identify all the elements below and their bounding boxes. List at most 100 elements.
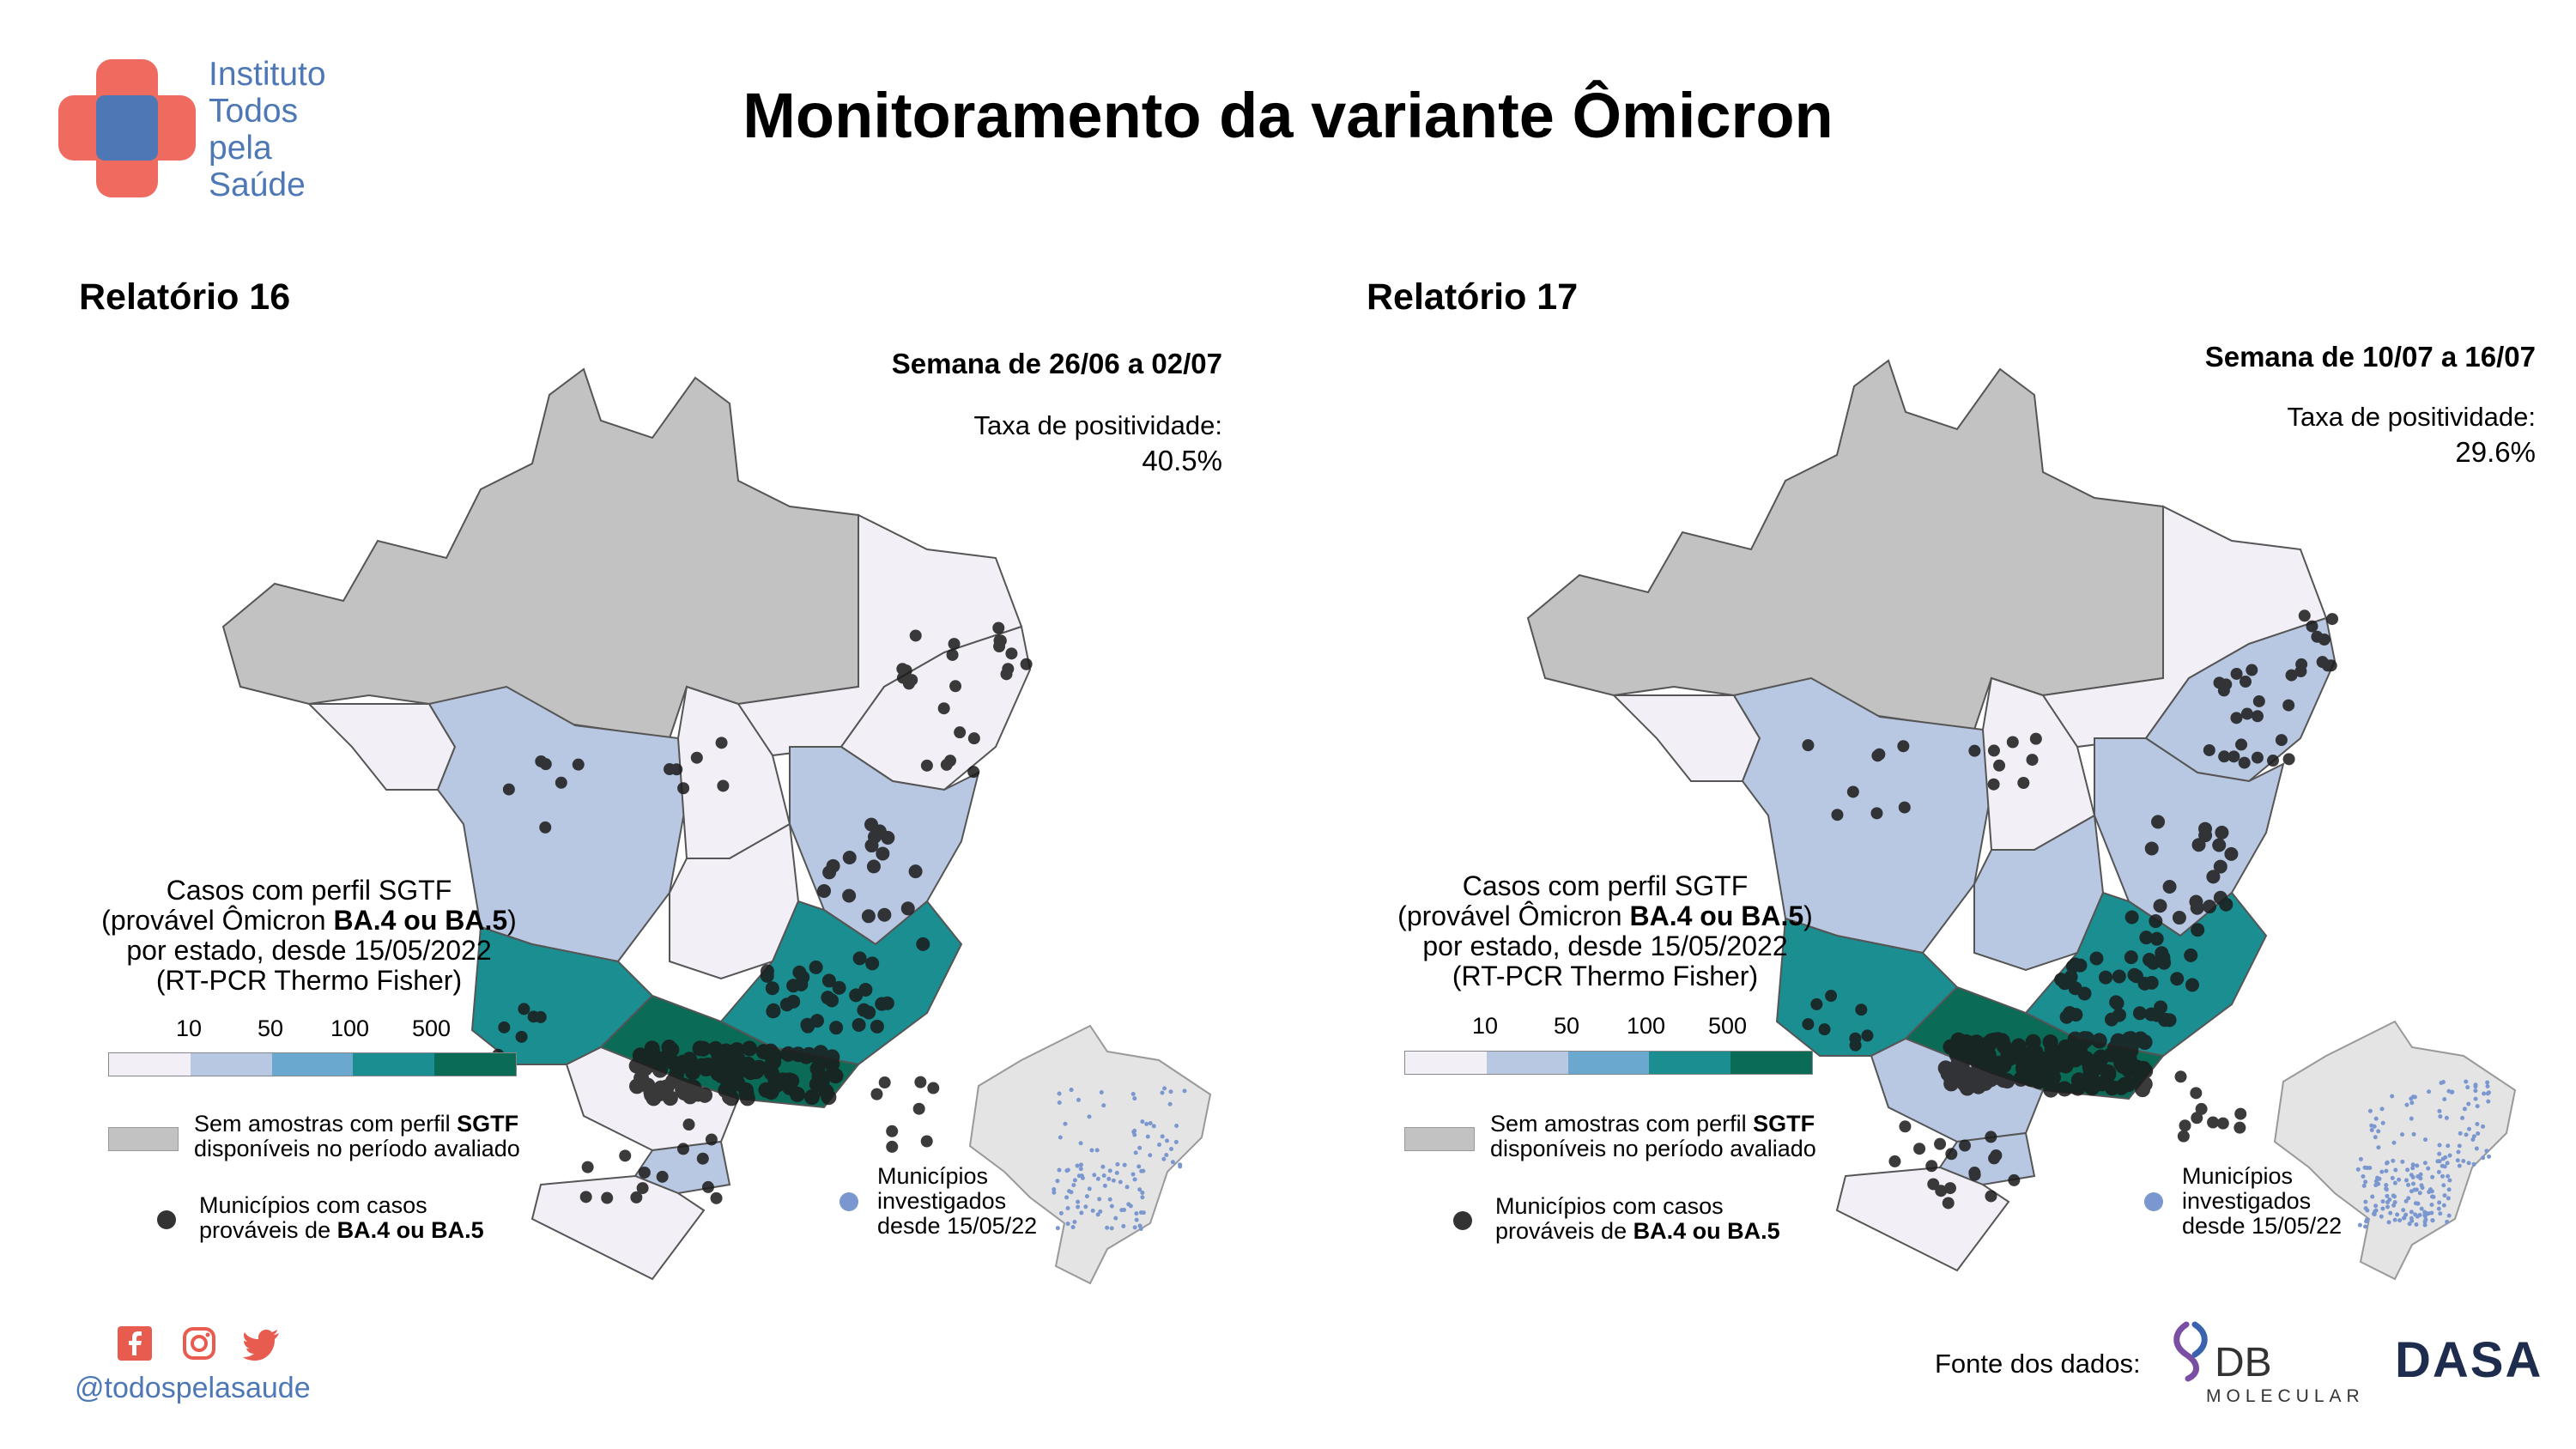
municipality-dot: [2365, 1166, 2370, 1171]
municipality-dot: [2361, 1173, 2366, 1179]
municipality-dot: [2473, 1084, 2478, 1089]
municipality-dot: [1955, 1064, 1971, 1081]
municipality-dot: [2318, 633, 2331, 646]
municipality-dot: [865, 956, 880, 971]
municipality-dot: [682, 1058, 699, 1074]
municipality-dot: [1182, 1088, 1187, 1094]
municipality-dot: [2008, 1173, 2021, 1186]
municipality-dot: [870, 1088, 883, 1100]
municipality-dot: [1100, 1164, 1106, 1169]
municipality-dot: [2430, 1194, 2435, 1199]
municipality-dot: [811, 1069, 827, 1085]
municipality-dot: [900, 664, 912, 677]
municipality-dot: [1174, 1123, 1179, 1128]
municipality-dot: [705, 1133, 718, 1146]
municipality-dot: [1133, 1150, 1138, 1155]
municipality-dot: [912, 1102, 925, 1115]
municipality-dot: [1122, 1207, 1127, 1212]
municipality-dot: [2370, 1194, 2375, 1199]
municipality-dot: [1118, 1179, 1123, 1185]
municipality-dot: [1132, 1096, 1137, 1101]
municipality-dot: [1084, 1194, 1089, 1199]
municipality-dot: [2417, 1191, 2422, 1196]
week-label-17: Semana de 10/07 a 16/07: [2204, 341, 2536, 373]
municipality-dot: [2410, 1166, 2415, 1171]
municipality-dot: [2124, 950, 2138, 965]
municipality-dot: [2386, 1220, 2391, 1225]
municipality-dot: [1087, 1186, 1092, 1191]
municipality-dot: [826, 858, 840, 873]
municipality-dot: [2246, 664, 2258, 676]
municipality-dot: [630, 1191, 643, 1203]
instagram-icon[interactable]: [182, 1326, 216, 1361]
municipality-dot: [2461, 1158, 2466, 1163]
municipality-dot: [2466, 1101, 2471, 1106]
municipality-dot: [1124, 1185, 1130, 1190]
municipality-dot: [2447, 1178, 2452, 1183]
municipality-dot: [1002, 663, 1015, 676]
municipality-dot: [1855, 1003, 1868, 1016]
municipality-dot: [2093, 1049, 2109, 1065]
municipality-dot: [967, 732, 980, 745]
municipality-dot: [2058, 1058, 2074, 1074]
municipality-dot: [1057, 1167, 1062, 1173]
municipality-dot: [948, 638, 961, 651]
municipality-dot: [2413, 1201, 2418, 1206]
municipality-dot: [825, 1065, 841, 1082]
municipality-dot: [555, 776, 567, 789]
twitter-icon[interactable]: [243, 1328, 281, 1362]
municipality-dot: [2029, 732, 2042, 745]
social-handle[interactable]: @todospelasaude: [75, 1372, 311, 1404]
municipality-dot: [2457, 1163, 2462, 1168]
municipality-dot: [852, 1017, 866, 1032]
municipality-dot: [1087, 1114, 1092, 1119]
municipality-dot: [1144, 1121, 1149, 1126]
municipality-dot: [2418, 1176, 2423, 1181]
municipality-dot: [909, 629, 922, 642]
municipality-dot: [1987, 778, 2000, 791]
municipality-dot: [1069, 1088, 1074, 1093]
municipality-dot: [2294, 665, 2307, 678]
municipality-dot: [2363, 1199, 2368, 1204]
municipality-dot: [715, 737, 728, 749]
municipality-dot: [2219, 897, 2234, 912]
municipality-dot: [2207, 1116, 2220, 1129]
logo-cross-icon: [58, 59, 196, 197]
color-scale-17: [1404, 1051, 1813, 1075]
municipality-dot: [2172, 911, 2186, 925]
municipality-dot: [2391, 1193, 2396, 1198]
municipality-dot: [1065, 1167, 1070, 1173]
municipality-dot: [765, 981, 779, 996]
municipality-dot: [2230, 667, 2243, 680]
state-bahia: [789, 746, 980, 946]
municipality-dot: [2213, 859, 2227, 874]
municipality-dot: [2364, 1219, 2369, 1224]
municipality-dot: [2191, 1112, 2203, 1125]
municipality-dot: [1130, 1172, 1136, 1177]
municipality-dot: [1057, 1100, 1062, 1106]
municipality-dot: [2179, 1119, 2191, 1132]
municipality-dot: [2482, 1091, 2487, 1096]
municipality-dot: [1057, 1091, 1062, 1096]
municipality-dot: [2400, 1132, 2405, 1137]
municipality-dot: [1058, 1135, 1063, 1140]
municipality-dot: [2100, 1064, 2117, 1081]
municipality-dot: [858, 982, 873, 997]
municipality-dot: [639, 1077, 656, 1094]
municipality-dot: [866, 859, 881, 874]
municipality-dot: [2422, 1222, 2428, 1228]
municipality-dot: [2471, 1134, 2476, 1139]
municipality-dot: [886, 1125, 899, 1137]
municipality-dot: [2070, 1080, 2086, 1096]
municipality-dot: [2151, 815, 2166, 829]
municipality-dot: [2363, 1179, 2368, 1185]
municipality-dot: [690, 751, 703, 764]
municipality-dot: [1090, 1208, 1095, 1213]
municipality-dot: [2436, 1169, 2441, 1174]
facebook-icon[interactable]: [118, 1326, 152, 1361]
municipality-dot: [2457, 1143, 2462, 1149]
municipality-dot: [813, 1045, 829, 1061]
municipality-dot: [2372, 1124, 2377, 1129]
municipality-dot: [1076, 1173, 1082, 1179]
investigated-dot-icon-17: [2144, 1192, 2163, 1211]
